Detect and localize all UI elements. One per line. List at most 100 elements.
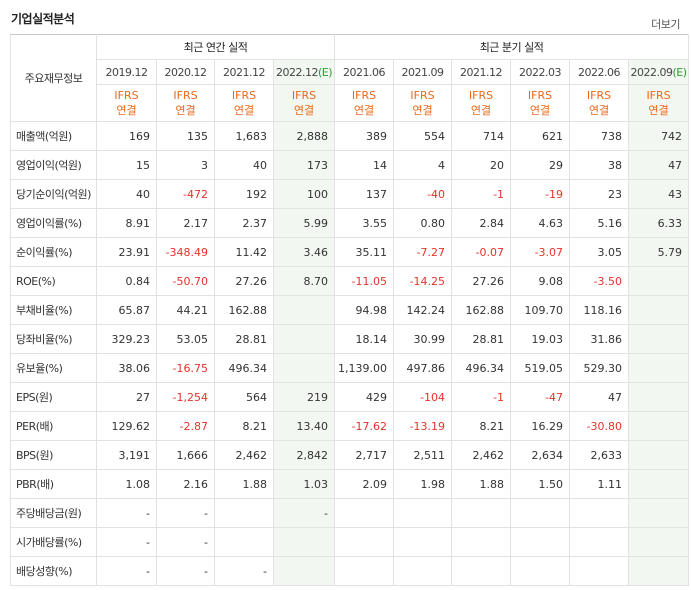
value-cell: 20 bbox=[451, 150, 512, 180]
value-cell: -40 bbox=[393, 179, 453, 209]
value-cell bbox=[214, 498, 274, 528]
more-link[interactable]: 더보기 bbox=[651, 18, 680, 31]
value-cell: -0.07 bbox=[451, 237, 512, 267]
period-header: 2022.12(E) bbox=[272, 59, 336, 85]
value-cell: 23 bbox=[569, 179, 630, 209]
value-cell: - bbox=[272, 498, 336, 528]
value-cell: -1,254 bbox=[156, 382, 215, 412]
value-cell: -13.19 bbox=[393, 411, 453, 441]
value-cell bbox=[510, 556, 571, 586]
estimate-tag: (E) bbox=[672, 65, 688, 79]
value-cell: 173 bbox=[272, 150, 336, 180]
table-row: PER(배) 129.62 -2.87 8.21 13.40 -17.62 -13.19 8.… bbox=[10, 411, 690, 441]
consolidated-label: 연결 bbox=[470, 104, 492, 117]
value-cell: 129.62 bbox=[96, 411, 157, 441]
period-label: 2019.12 bbox=[105, 65, 149, 79]
value-cell: 135 bbox=[156, 121, 215, 151]
ifrs-label: IFRS bbox=[231, 89, 257, 102]
value-cell bbox=[272, 295, 336, 325]
period-header: 2021.12 bbox=[214, 59, 274, 85]
value-cell bbox=[628, 556, 690, 586]
value-cell: 29 bbox=[510, 150, 571, 180]
value-cell: 1.88 bbox=[451, 469, 512, 499]
value-cell: 429 bbox=[334, 382, 395, 412]
row-label: PER(배) bbox=[10, 411, 97, 441]
consolidated-label: 연결 bbox=[529, 104, 551, 117]
value-cell: 742 bbox=[628, 121, 690, 151]
value-cell: 18.14 bbox=[334, 324, 395, 354]
value-cell bbox=[451, 556, 512, 586]
value-cell: 8.70 bbox=[272, 266, 336, 296]
value-cell: 2,511 bbox=[393, 440, 453, 470]
period-label: 2022.09 bbox=[630, 65, 674, 79]
value-cell: 2,842 bbox=[272, 440, 336, 470]
value-cell: -2.87 bbox=[156, 411, 215, 441]
value-cell: -1 bbox=[451, 179, 512, 209]
value-cell: 19.03 bbox=[510, 324, 571, 354]
value-cell: 100 bbox=[272, 179, 336, 209]
value-cell: 65.87 bbox=[96, 295, 157, 325]
period-header: 2022.09(E) bbox=[628, 59, 690, 85]
value-cell: 2.17 bbox=[156, 208, 215, 238]
period-header: 2022.03 bbox=[510, 59, 571, 85]
value-cell: 38 bbox=[569, 150, 630, 180]
ifrs-label: IFRS bbox=[114, 89, 139, 102]
table-row: 주당배당금(원) - - - bbox=[10, 498, 690, 528]
value-cell: 0.80 bbox=[393, 208, 453, 238]
period-label: 2021.12 bbox=[460, 65, 503, 79]
value-cell: 35.11 bbox=[334, 237, 395, 267]
row-label: 매출액(억원) bbox=[10, 121, 97, 151]
ifrs-header: IFRS 연결 bbox=[272, 84, 336, 122]
value-cell bbox=[628, 527, 690, 557]
row-label: 시가배당률(%) bbox=[10, 527, 97, 557]
value-cell: 5.79 bbox=[628, 237, 690, 267]
row-label: 순이익률(%) bbox=[10, 237, 97, 267]
value-cell: - bbox=[96, 556, 157, 586]
period-label: 2021.09 bbox=[401, 65, 445, 79]
value-cell: - bbox=[214, 556, 274, 586]
value-cell: 162.88 bbox=[451, 295, 512, 325]
value-cell: -14.25 bbox=[393, 266, 453, 296]
row-label: PBR(배) bbox=[10, 469, 97, 499]
value-cell: 38.06 bbox=[96, 353, 157, 383]
value-cell bbox=[628, 469, 690, 499]
value-cell bbox=[628, 324, 690, 354]
value-cell: 2,717 bbox=[334, 440, 395, 470]
value-cell: 1.98 bbox=[393, 469, 453, 499]
consolidated-label: 연결 bbox=[353, 104, 375, 117]
period-label: 2021.06 bbox=[343, 65, 386, 79]
ifrs-label: IFRS bbox=[291, 89, 317, 102]
ifrs-header: IFRS 연결 bbox=[393, 84, 453, 122]
value-cell: 0.84 bbox=[96, 266, 157, 296]
value-cell bbox=[628, 411, 690, 441]
table-row: 당좌비율(%) 329.23 53.05 28.81 18.14 30.99 28.81 19… bbox=[10, 324, 690, 354]
value-cell: 219 bbox=[272, 382, 336, 412]
value-cell: -348.49 bbox=[156, 237, 215, 267]
value-cell: 2.37 bbox=[214, 208, 274, 238]
value-cell: 2,462 bbox=[214, 440, 274, 470]
row-label: 당좌비율(%) bbox=[10, 324, 97, 354]
value-cell: 519.05 bbox=[510, 353, 571, 383]
value-cell: 497.86 bbox=[393, 353, 453, 383]
value-cell: 2,888 bbox=[272, 121, 336, 151]
value-cell bbox=[628, 295, 690, 325]
value-cell bbox=[628, 353, 690, 383]
value-cell: 137 bbox=[334, 179, 395, 209]
value-cell: 1,666 bbox=[156, 440, 215, 470]
value-cell: - bbox=[156, 498, 215, 528]
value-cell: 496.34 bbox=[214, 353, 274, 383]
ifrs-label: IFRS bbox=[527, 89, 553, 102]
value-cell: 621 bbox=[510, 121, 571, 151]
value-cell bbox=[334, 498, 395, 528]
value-cell: 2.09 bbox=[334, 469, 395, 499]
value-cell bbox=[510, 498, 571, 528]
table-row: ROE(%) 0.84 -50.70 27.26 8.70 -11.05 -14.25 27.… bbox=[10, 266, 690, 296]
value-cell: 1.08 bbox=[96, 469, 157, 499]
value-cell: 1,683 bbox=[214, 121, 274, 151]
value-cell: 1,139.00 bbox=[334, 353, 395, 383]
value-cell: 496.34 bbox=[451, 353, 512, 383]
value-cell: 47 bbox=[628, 150, 690, 180]
value-cell: 16.29 bbox=[510, 411, 571, 441]
value-cell: 3.55 bbox=[334, 208, 395, 238]
row-label: 주당배당금(원) bbox=[10, 498, 97, 528]
